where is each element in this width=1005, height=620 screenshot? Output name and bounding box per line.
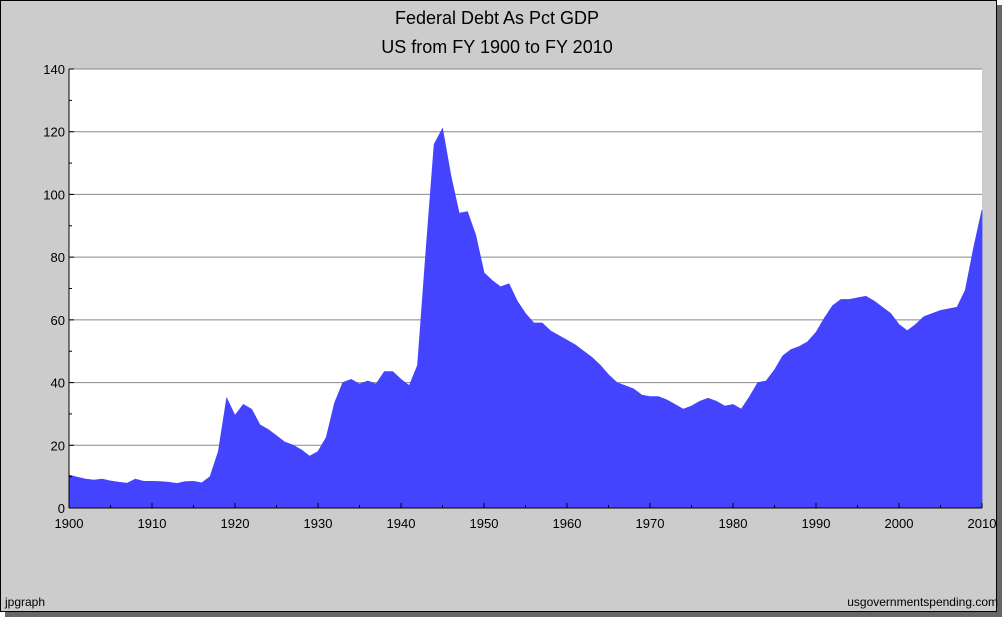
y-tick-label-140: 140 bbox=[43, 62, 65, 77]
y-tick-label-80: 80 bbox=[51, 250, 65, 265]
x-tick-label-1910: 1910 bbox=[138, 516, 167, 531]
x-tick-label-1900: 1900 bbox=[55, 516, 84, 531]
y-tick-label-0: 0 bbox=[58, 501, 65, 516]
axes: 0 20 40 60 80 100 120 140 1900 1910 1920 1930 1940 19… bbox=[43, 62, 996, 531]
y-tick-label-120: 120 bbox=[43, 125, 65, 140]
chart-title: Federal Debt As Pct GDP bbox=[395, 8, 599, 28]
footer-right-label: usgovernmentspending.com bbox=[847, 595, 998, 609]
x-tick-label-2010: 2010 bbox=[968, 516, 997, 531]
y-tick-label-60: 60 bbox=[51, 313, 65, 328]
x-tick-label-1930: 1930 bbox=[304, 516, 333, 531]
x-tick-label-1920: 1920 bbox=[221, 516, 250, 531]
x-tick-label-1950: 1950 bbox=[470, 516, 499, 531]
chart-subtitle: US from FY 1900 to FY 2010 bbox=[381, 37, 612, 57]
debt-area-series bbox=[68, 127, 983, 509]
x-tick-label-1980: 1980 bbox=[719, 516, 748, 531]
y-tick-label-100: 100 bbox=[43, 187, 65, 202]
x-tick-label-1940: 1940 bbox=[387, 516, 416, 531]
y-tick-label-20: 20 bbox=[51, 438, 65, 453]
x-tick-label-2000: 2000 bbox=[885, 516, 914, 531]
footer-left-label: jpgraph bbox=[4, 595, 45, 609]
x-tick-label-1970: 1970 bbox=[636, 516, 665, 531]
x-tick-label-1960: 1960 bbox=[553, 516, 582, 531]
x-tick-label-1990: 1990 bbox=[802, 516, 831, 531]
y-tick-label-40: 40 bbox=[51, 376, 65, 391]
